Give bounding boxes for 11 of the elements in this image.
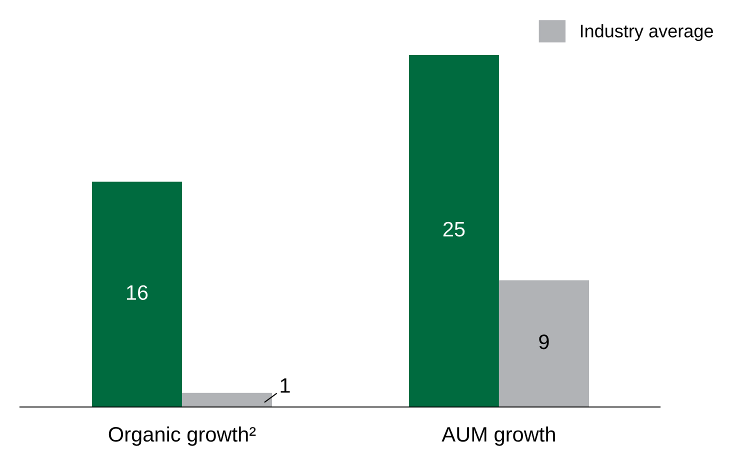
bar (182, 392, 272, 407)
bar (408, 55, 499, 407)
data-label: 1 (280, 378, 290, 393)
legend-label: Industry average (580, 24, 713, 42)
data-label: 9 (539, 334, 549, 350)
x-tick-label: Organic growth² (108, 426, 256, 446)
x-tick-label: AUM growth (442, 426, 555, 446)
bar (498, 280, 589, 407)
data-label: 16 (126, 285, 148, 300)
data-label: 25 (443, 222, 465, 237)
bar (92, 182, 182, 407)
